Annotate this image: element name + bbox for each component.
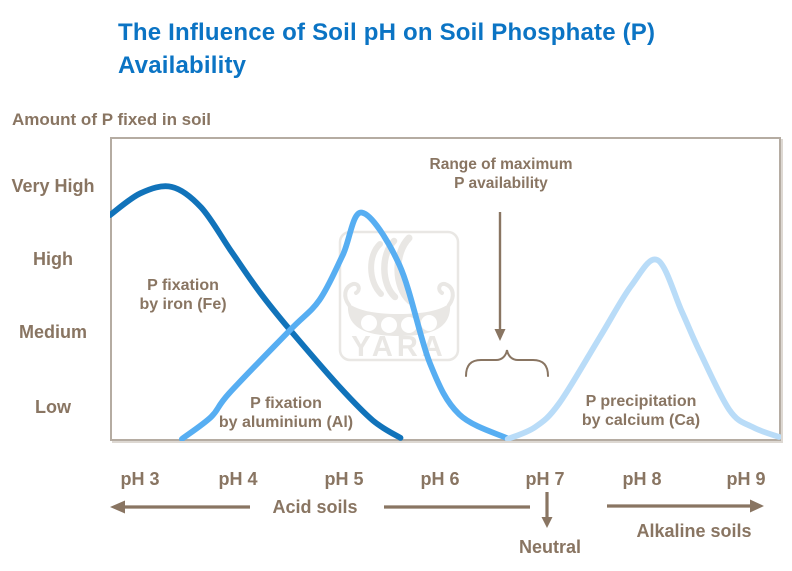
x-tick-ph7: pH 7 — [525, 469, 565, 489]
x-tick-ph9: pH 9 — [726, 469, 766, 489]
y-tick-very-high: Very High — [11, 176, 95, 196]
neutral-label: Neutral — [518, 537, 581, 557]
page-title: The Influence of Soil pH on Soil Phospha… — [118, 19, 656, 80]
acid-soils-label: Acid soils — [272, 497, 358, 517]
chart-canvas: YARA — [110, 183, 781, 441]
ship-prow-icon — [437, 281, 455, 307]
yara-logo-watermark: YARA — [338, 230, 460, 363]
max-availability-annotation: Range of maximum P availability — [398, 155, 604, 193]
fe-curve-label: P fixation by iron (Fe) — [139, 277, 227, 313]
soil-zone-arrows — [110, 492, 764, 528]
x-tick-ph5: pH 5 — [324, 469, 364, 489]
acid-soils-arrow-icon — [110, 500, 530, 514]
x-tick-ph8: pH 8 — [622, 469, 662, 489]
al-curve-label: P fixation by aluminium (Al) — [218, 395, 354, 431]
y-tick-high: High — [33, 249, 73, 269]
ship-prow-icon — [343, 281, 361, 307]
ca-precipitation-curve — [504, 256, 781, 441]
annotation-arrow-icon — [494, 212, 506, 341]
annotation-line-2: P availability — [454, 175, 548, 192]
x-tick-ph4: pH 4 — [218, 469, 258, 489]
neutral-arrow-icon — [541, 492, 553, 528]
ship-sail-arc-icon — [394, 234, 414, 305]
ca-curve-label: P precipitation by calcium (Ca) — [581, 393, 701, 429]
annotation-line-1: Range of maximum — [429, 156, 573, 173]
x-tick-ph3: pH 3 — [120, 469, 160, 489]
y-tick-medium: Medium — [18, 322, 87, 342]
x-tick-ph6: pH 6 — [420, 469, 460, 489]
y-tick-low: Low — [35, 397, 71, 417]
range-brace-icon — [465, 349, 549, 377]
watermark-text: YARA — [351, 331, 447, 363]
alkaline-soils-arrow-icon — [607, 499, 764, 513]
plot-area-border — [110, 137, 781, 441]
fe-fixation-curve — [110, 183, 404, 441]
y-axis-title: Amount of P fixed in soil — [12, 110, 211, 129]
al-fixation-curve — [179, 209, 511, 441]
alkaline-soils-label: Alkaline soils — [636, 521, 752, 541]
ship-sail-arc-icon — [368, 241, 384, 297]
